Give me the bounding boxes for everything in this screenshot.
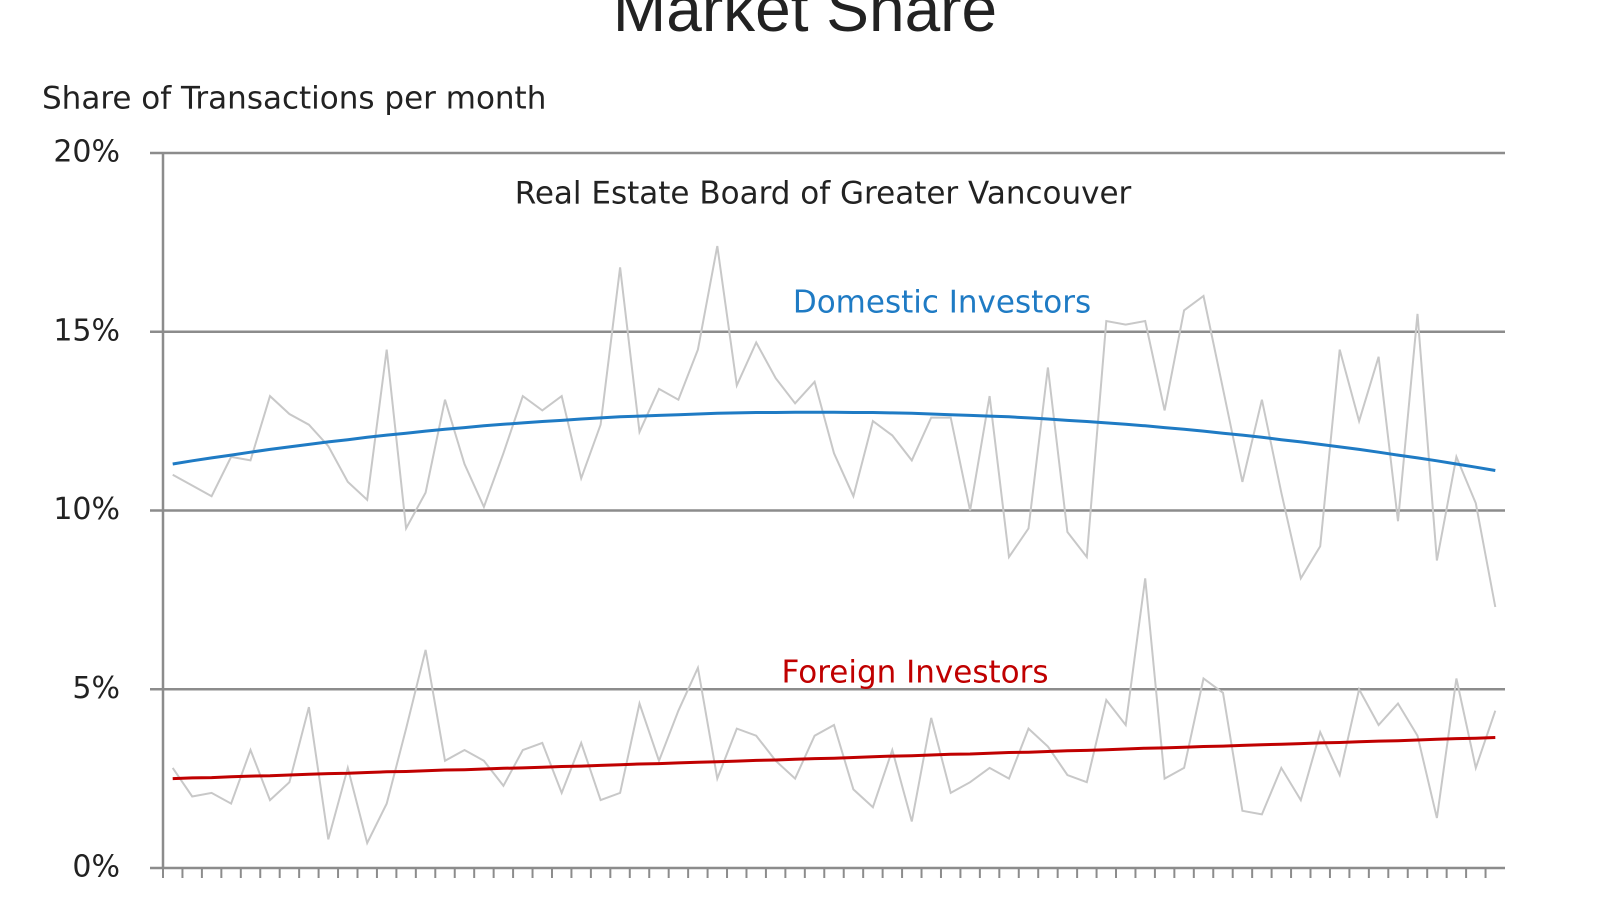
- y-tick-label: 15%: [53, 313, 120, 348]
- series-label: Foreign Investors: [782, 655, 1049, 691]
- trend-line: [172, 410, 1496, 472]
- trend-line: [172, 736, 1496, 781]
- y-axis-label: Share of Transactions per month: [42, 81, 546, 117]
- data-line: [172, 245, 1497, 608]
- series-label: Domestic Investors: [793, 285, 1091, 321]
- annotation: Real Estate Board of Greater Vancouver: [515, 176, 1132, 212]
- y-tick-label: 10%: [53, 492, 120, 527]
- y-tick-label: 20%: [53, 135, 120, 170]
- y-tick-label: 0%: [72, 850, 120, 885]
- data-line: [171, 578, 1497, 846]
- y-tick-label: 5%: [72, 671, 120, 706]
- chart-title: Market Share: [613, 0, 997, 45]
